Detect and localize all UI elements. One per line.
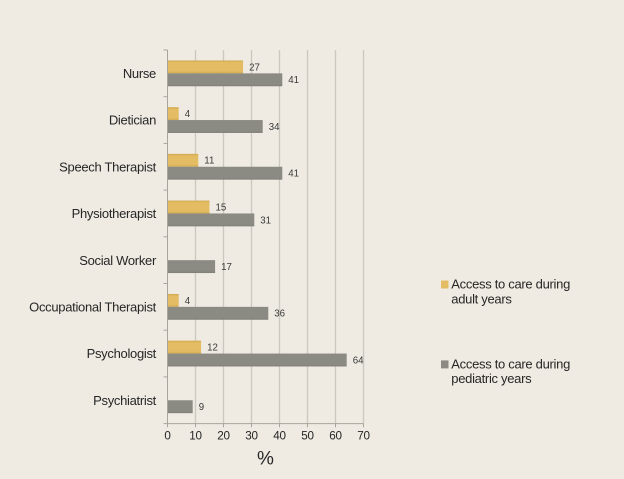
svg-text:Physiotherapist: Physiotherapist — [72, 206, 157, 221]
svg-text:30: 30 — [245, 429, 258, 442]
svg-text:Occupational Therapist: Occupational Therapist — [29, 300, 157, 315]
svg-text:34: 34 — [269, 122, 280, 133]
svg-text:20: 20 — [217, 429, 230, 442]
svg-text:12: 12 — [207, 343, 218, 354]
svg-text:%: % — [257, 449, 274, 470]
svg-text:64: 64 — [353, 355, 364, 366]
svg-text:9: 9 — [199, 402, 204, 413]
svg-text:0: 0 — [164, 429, 171, 442]
svg-text:36: 36 — [274, 309, 285, 320]
svg-text:11: 11 — [204, 156, 214, 167]
svg-text:15: 15 — [216, 202, 227, 213]
svg-text:Nurse: Nurse — [123, 66, 156, 81]
svg-text:Dietician: Dietician — [109, 113, 156, 128]
svg-text:41: 41 — [288, 75, 299, 86]
svg-text:pediatric years: pediatric years — [451, 371, 532, 386]
svg-text:17: 17 — [221, 262, 232, 273]
svg-text:41: 41 — [288, 169, 299, 180]
svg-text:4: 4 — [185, 109, 191, 120]
svg-text:Access to care during: Access to care during — [451, 357, 570, 372]
svg-text:31: 31 — [260, 215, 271, 226]
svg-text:Speech Therapist: Speech Therapist — [59, 159, 157, 174]
svg-text:Psychiatrist: Psychiatrist — [93, 393, 157, 408]
svg-text:4: 4 — [185, 296, 191, 307]
svg-text:Access to care during: Access to care during — [451, 277, 570, 292]
svg-text:Psychologist: Psychologist — [87, 346, 157, 361]
svg-text:60: 60 — [329, 429, 342, 442]
svg-text:10: 10 — [189, 429, 202, 442]
svg-text:40: 40 — [273, 429, 286, 442]
svg-text:27: 27 — [249, 62, 260, 73]
svg-text:50: 50 — [301, 429, 314, 442]
svg-text:Social Worker: Social Worker — [79, 253, 157, 268]
svg-text:70: 70 — [357, 429, 370, 442]
svg-text:adult years: adult years — [451, 291, 512, 306]
